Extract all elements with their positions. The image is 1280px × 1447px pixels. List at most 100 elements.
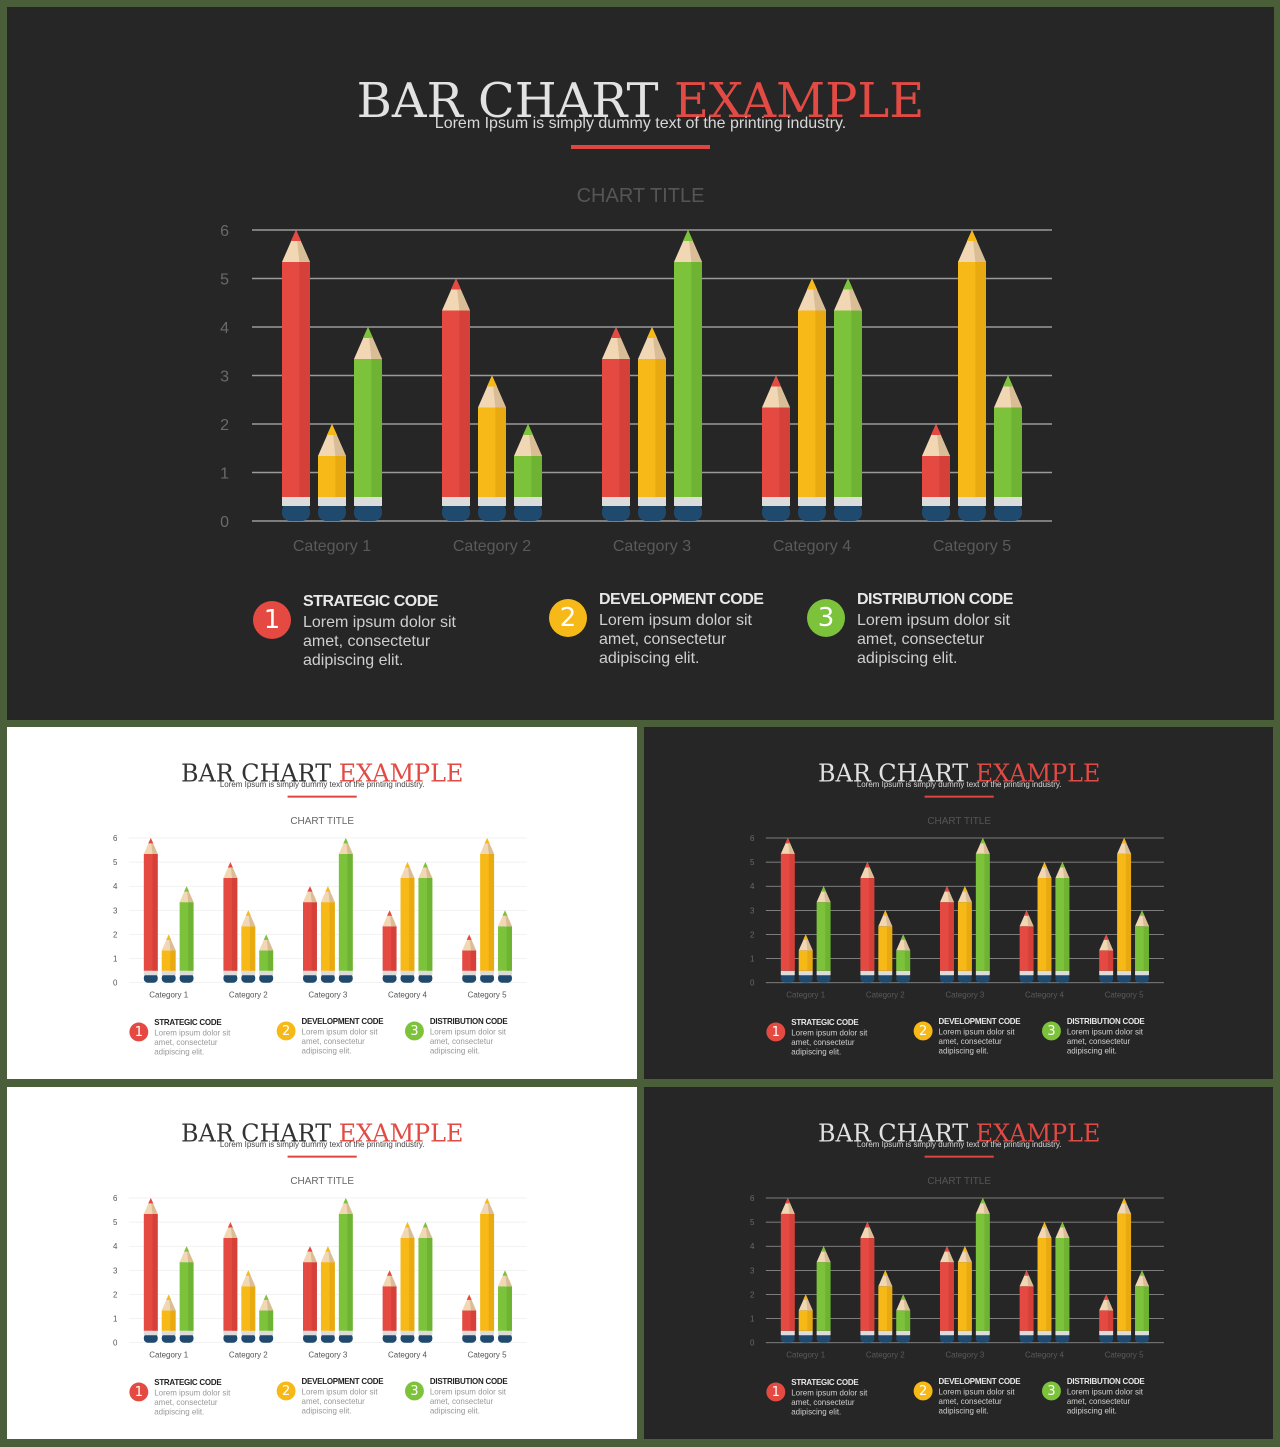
pencil-eraser bbox=[816, 973, 831, 983]
pencil-eraser bbox=[638, 503, 666, 521]
pencil-ferrule bbox=[1099, 970, 1114, 976]
x-tick-label: Category 4 bbox=[773, 538, 851, 555]
legend-text-1: Lorem ipsum dolor sit amet, consectetur … bbox=[154, 1028, 231, 1057]
slide-title: BAR CHART EXAMPLE bbox=[7, 71, 1274, 131]
pencil-eraser bbox=[896, 1333, 911, 1343]
pencil-eraser bbox=[442, 503, 470, 521]
pencil-ferrule bbox=[143, 1330, 158, 1336]
pencil-lead bbox=[343, 1197, 349, 1204]
pencil-ferrule bbox=[957, 1330, 972, 1336]
y-tick-label: 0 bbox=[113, 1339, 118, 1348]
pencil-bar bbox=[1117, 1197, 1132, 1343]
pencil-ferrule bbox=[940, 970, 954, 976]
pencil-ferrule bbox=[400, 1330, 415, 1336]
pencil-ferrule bbox=[498, 970, 512, 976]
pencil-eraser bbox=[994, 503, 1022, 521]
pencil-lead bbox=[404, 1222, 410, 1228]
x-tick-label: Category 1 bbox=[786, 1351, 825, 1360]
pencil-eraser bbox=[860, 973, 875, 983]
pencil-bar bbox=[303, 1246, 317, 1343]
pencil-ferrule bbox=[860, 970, 875, 976]
pencil-lead bbox=[966, 230, 978, 241]
pencil-ferrule bbox=[780, 970, 795, 976]
pencil-body-shade bbox=[170, 1310, 176, 1331]
title-main: BAR CHART bbox=[180, 1119, 332, 1148]
pencil-wood-shade bbox=[823, 886, 831, 903]
pencil-ferrule bbox=[259, 970, 274, 976]
x-tick-label: Category 2 bbox=[866, 1351, 905, 1360]
x-tick-label: Category 1 bbox=[293, 538, 371, 555]
pencil-ferrule bbox=[1055, 970, 1070, 976]
y-tick-label: 1 bbox=[113, 1315, 118, 1324]
x-tick-label: Category 4 bbox=[388, 1351, 427, 1360]
pencil-ferrule bbox=[303, 970, 317, 976]
x-tick-label: Category 4 bbox=[388, 991, 427, 1000]
pencil-lead bbox=[325, 886, 331, 892]
slide-subtitle: Lorem Ipsum is simply dummy text of the … bbox=[219, 1140, 425, 1150]
pencil-wood-shade bbox=[946, 1246, 954, 1263]
pencil-body-shade bbox=[1143, 926, 1149, 971]
pencil-ferrule bbox=[400, 970, 415, 976]
pencil-body-shade bbox=[886, 1286, 893, 1331]
pencil-bar bbox=[994, 375, 1022, 521]
pencil-body-shade bbox=[948, 902, 954, 971]
x-tick-label: Category 5 bbox=[933, 538, 1011, 555]
pencil-eraser bbox=[354, 503, 382, 521]
pencil-eraser bbox=[241, 1333, 256, 1343]
x-tick-label: Category 5 bbox=[468, 991, 507, 1000]
y-tick-label: 2 bbox=[220, 417, 229, 434]
pencil-ferrule bbox=[320, 970, 335, 976]
pencil-eraser bbox=[780, 973, 795, 983]
pencil-ferrule bbox=[338, 970, 353, 976]
pencil-wood-shade bbox=[1044, 1222, 1052, 1238]
pencil-body-shade bbox=[807, 950, 813, 971]
pencil-ferrule bbox=[1099, 1330, 1114, 1336]
slide-thumbnail-dark-1[interactable]: BAR CHART EXAMPLE Lorem Ipsum is simply … bbox=[644, 727, 1273, 1079]
pencil-eraser bbox=[1019, 973, 1034, 983]
slide-thumbnail-light-1[interactable]: BAR CHART EXAMPLE Lorem Ipsum is simply … bbox=[7, 727, 637, 1079]
pencil-lead bbox=[821, 886, 827, 892]
pencil-lead bbox=[864, 1222, 870, 1228]
pencil-ferrule bbox=[816, 1330, 831, 1336]
pencil-eraser bbox=[179, 1333, 194, 1343]
y-tick-label: 5 bbox=[113, 858, 118, 867]
title-accent: EXAMPLE bbox=[975, 1119, 1101, 1148]
x-tick-label: Category 3 bbox=[945, 1351, 984, 1360]
pencil-lead bbox=[1024, 910, 1030, 916]
legend-text-2: Lorem ipsum dolor sit amet, consectetur … bbox=[599, 612, 752, 667]
pencil-bar bbox=[1055, 1222, 1070, 1343]
pencil-bar bbox=[860, 862, 875, 983]
chart-title: CHART TITLE bbox=[927, 1175, 991, 1187]
pencil-bar bbox=[480, 837, 495, 983]
pencil-lead bbox=[166, 1294, 172, 1300]
pencil-ferrule bbox=[957, 970, 972, 976]
slide-thumbnail-dark-2[interactable]: BAR CHART EXAMPLE Lorem Ipsum is simply … bbox=[644, 1087, 1273, 1439]
pencil-eraser bbox=[303, 1333, 317, 1343]
pencil-ferrule bbox=[354, 497, 382, 506]
pencil-lead bbox=[1024, 1270, 1030, 1276]
y-tick-label: 2 bbox=[750, 1290, 755, 1299]
pencil-eraser bbox=[303, 973, 317, 983]
title-main: BAR CHART bbox=[356, 73, 659, 129]
pencil-bar bbox=[161, 1294, 176, 1343]
pencil-ferrule bbox=[179, 970, 194, 976]
pencil-lead bbox=[980, 1197, 986, 1204]
pencil-eraser bbox=[762, 503, 790, 521]
pencil-body-shade bbox=[488, 1213, 495, 1331]
pencil-lead bbox=[1059, 862, 1065, 868]
y-tick-label: 4 bbox=[113, 1242, 118, 1251]
pencil-eraser bbox=[382, 1333, 397, 1343]
pencil-bar bbox=[354, 327, 382, 521]
slide-subtitle: Lorem Ipsum is simply dummy text of the … bbox=[856, 1140, 1062, 1150]
pencil-body-shade bbox=[948, 1262, 954, 1331]
pencil-ferrule bbox=[896, 1330, 911, 1336]
pencil-ferrule bbox=[318, 497, 346, 506]
pencil-body-shade bbox=[329, 902, 335, 971]
legend-number-2: 2 bbox=[549, 599, 587, 637]
legend-title-3: DISTRIBUTION CODE bbox=[1066, 1377, 1145, 1386]
pencil-wood-shade bbox=[823, 1246, 831, 1263]
pencil-ferrule bbox=[223, 1330, 238, 1336]
y-tick-label: 4 bbox=[220, 320, 229, 337]
pencil-bar bbox=[143, 837, 158, 983]
slide-thumbnail-light-2[interactable]: BAR CHART EXAMPLE Lorem Ipsum is simply … bbox=[7, 1087, 637, 1439]
